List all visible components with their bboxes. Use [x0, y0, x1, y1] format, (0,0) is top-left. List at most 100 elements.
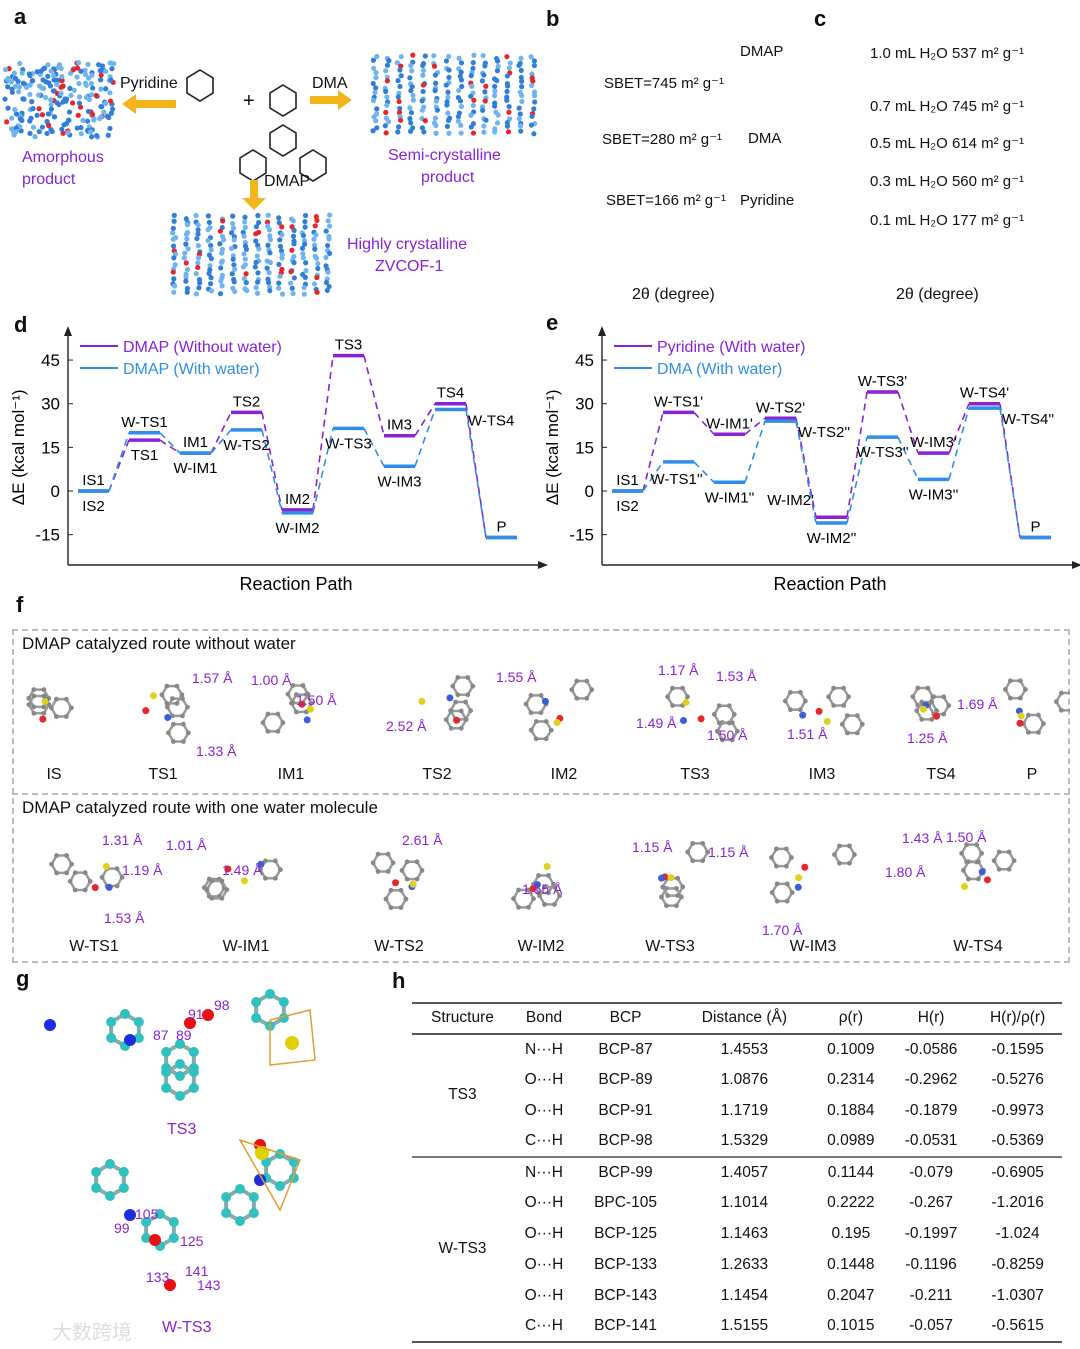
table-cell: O···H	[524, 1255, 564, 1273]
connector	[210, 429, 232, 454]
table-cell: 1.1463	[720, 1224, 769, 1242]
y-axis-label: ΔE (kcal mol⁻¹)	[9, 389, 28, 505]
table-cell: O···H	[524, 1194, 564, 1212]
bcp-143: 143	[197, 1277, 221, 1293]
bond-distance-label: 1.49 Å	[222, 862, 263, 878]
column-header: Bond	[525, 1009, 563, 1027]
bond-distance-label: 2.61 Å	[402, 832, 443, 848]
state-label: IS2	[82, 498, 105, 515]
table-cell: -0.9973	[991, 1101, 1044, 1119]
connector	[693, 461, 715, 483]
bond-distance-label: 1.49 Å	[636, 715, 677, 731]
table-cell: -0.1879	[904, 1101, 958, 1119]
bcp-89: 89	[176, 1027, 192, 1043]
table-cell: 0.2222	[827, 1194, 875, 1212]
table-cell: 1.2633	[720, 1255, 769, 1273]
bcp-105: 105	[135, 1206, 159, 1222]
bond-distance-label: 1.53 Å	[716, 668, 757, 684]
panel-label-d: d	[14, 312, 28, 337]
structure-label: IM1	[277, 766, 305, 783]
table-cell: 1.1719	[720, 1101, 769, 1119]
state-label: W-IM2''	[807, 530, 857, 547]
connector	[108, 439, 130, 492]
legend-entry: Pyridine (With water)	[657, 339, 805, 356]
ytick: 30	[41, 395, 60, 414]
xrd-plots: 51015202530355101520253035	[540, 30, 1080, 280]
bond-distance-label: 1.55 Å	[496, 669, 537, 685]
table-cell: -0.211	[909, 1286, 953, 1304]
state-label: W-TS3'	[858, 373, 907, 390]
table-cell: 1.5329	[720, 1132, 769, 1150]
table-row: O···H BCP-133 1.2633 0.1448 -0.1196 -0.8259	[412, 1249, 1062, 1280]
state-label: P	[1030, 519, 1040, 536]
bond-distance-label: 1.57 Å	[192, 670, 233, 686]
panel-label-h: h	[392, 968, 406, 993]
structure-cell: W-TS3	[438, 1240, 487, 1258]
table-cell: O···H	[524, 1070, 564, 1088]
semi-label-1: Semi-crystalline	[388, 147, 501, 164]
table-row: O···H BPC-105 1.1014 0.2222 -0.267 -1.2016	[412, 1188, 1062, 1219]
x-axis-label: Reaction Path	[773, 574, 886, 594]
state-label: TS3	[335, 337, 363, 354]
table-row: O···H BCP-89 1.0876 0.2314 -0.2962 -0.5276	[412, 1065, 1062, 1096]
table-row: C···H BCP-141 1.5155 0.1015 -0.057 -0.5615	[412, 1311, 1062, 1342]
state-label: W-TS3''	[856, 444, 908, 461]
state-label: W-TS1''	[650, 471, 702, 488]
table-cell: 1.4057	[720, 1163, 769, 1181]
row2-title: DMAP catalyzed route with one water mole…	[22, 798, 378, 817]
molecular-structures	[26, 675, 1070, 911]
connector	[414, 409, 436, 467]
state-label: TS2	[233, 393, 261, 410]
state-label: W-TS2'	[756, 399, 805, 416]
column-header: H(r)/ρ(r)	[989, 1009, 1046, 1027]
table-cell: -0.2962	[904, 1070, 958, 1088]
panel-label-f: f	[16, 592, 24, 617]
dma-label: DMA	[312, 75, 348, 92]
dmap-label: DMAP	[264, 173, 311, 190]
bond-distance-label: 1.80 Å	[885, 864, 926, 880]
panel-label-c: c	[814, 6, 827, 31]
state-label: W-TS4'	[960, 385, 1009, 402]
table-cell: -0.6905	[991, 1163, 1044, 1181]
c-label-5: 0.1 mL H₂O 177 m² g⁻¹	[870, 212, 1025, 229]
bcp-99: 99	[114, 1220, 130, 1236]
state-label: IS1	[616, 472, 639, 489]
table-cell: -0.5615	[991, 1316, 1044, 1334]
table-cell: -0.267	[909, 1194, 954, 1212]
ytick: 15	[41, 438, 60, 457]
structure-label: W-TS4	[953, 938, 1003, 955]
bcp-141: 141	[185, 1263, 209, 1279]
column-header: Distance (Å)	[701, 1009, 788, 1027]
connector	[312, 428, 334, 514]
panel-label-a: a	[14, 4, 27, 29]
table-cell: N···H	[525, 1040, 563, 1058]
plus-sign: +	[243, 90, 255, 112]
bcp-91: 91	[188, 1006, 204, 1022]
connector	[159, 439, 181, 454]
connector	[363, 355, 385, 436]
state-label: W-IM2'	[767, 492, 814, 509]
structure-label: P	[1026, 766, 1038, 783]
state-label: W-TS1	[121, 414, 167, 431]
table-row: O···H BCP-125 1.1463 0.195 -0.1997 -1.024	[412, 1219, 1062, 1250]
state-label: W-IM3''	[909, 486, 959, 503]
monomer-structure-image	[186, 69, 327, 182]
bond-distance-label: 1.15 Å	[632, 839, 673, 855]
state-label: W-TS2''	[798, 424, 850, 441]
connector	[897, 436, 919, 480]
table-cell: BCP-141	[594, 1316, 657, 1334]
bond-distance-label: 2.52 Å	[386, 718, 427, 734]
panel-label-e: e	[546, 310, 559, 335]
y-axis-label: ΔE (kcal mol⁻¹)	[543, 389, 562, 505]
state-label: IM1	[183, 434, 208, 451]
sbet-dmap: SBET=745 m² g⁻¹	[604, 75, 725, 92]
state-label: TS4	[437, 385, 465, 402]
connector	[846, 436, 868, 524]
bond-distance-label: 1.00 Å	[251, 672, 292, 688]
structure-label: IS	[46, 766, 62, 783]
table-cell: 1.1014	[720, 1194, 769, 1212]
table-cell: BCP-133	[594, 1255, 657, 1273]
structure-label: W-IM1	[222, 938, 270, 955]
sbet-pyridine: SBET=166 m² g⁻¹	[606, 192, 727, 209]
catalyst-dmap: DMAP	[740, 43, 784, 60]
